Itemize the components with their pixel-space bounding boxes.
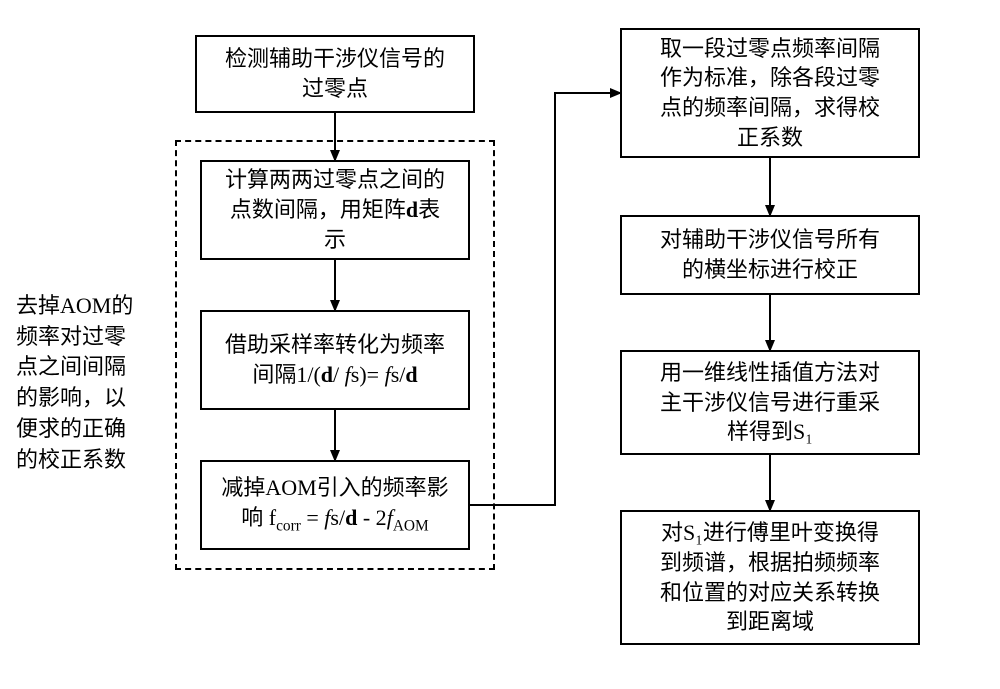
box-b1-text: 检测辅助干涉仪信号的过零点	[225, 44, 445, 103]
box-b2-text: 计算两两过零点之间的点数间隔，用矩阵d表示	[225, 165, 445, 254]
box-b3-text: 借助采样率转化为频率间隔1/(d/ fs)= fs/d	[225, 330, 445, 389]
box-r3-text: 用一维线性插值方法对主干涉仪信号进行重采样得到S₁	[660, 358, 880, 447]
box-resample: 用一维线性插值方法对主干涉仪信号进行重采样得到S₁	[620, 350, 920, 455]
box-calc-coeff: 取一段过零点频率间隔作为标准，除各段过零点的频率间隔，求得校正系数	[620, 28, 920, 158]
box-b4-text: 减掉AOM引入的频率影响 fcorr = fs/d - 2fAOM	[221, 473, 448, 537]
box-r2-text: 对辅助干涉仪信号所有的横坐标进行校正	[660, 225, 880, 284]
box-compute-interval: 计算两两过零点之间的点数间隔，用矩阵d表示	[200, 160, 470, 260]
box-fft-range: 对S₁进行傅里叶变换得到频谱，根据拍频频率和位置的对应关系转换到距离域	[620, 510, 920, 645]
box-correct-x: 对辅助干涉仪信号所有的横坐标进行校正	[620, 215, 920, 295]
box-subtract-aom: 减掉AOM引入的频率影响 fcorr = fs/d - 2fAOM	[200, 460, 470, 550]
box-r1-text: 取一段过零点频率间隔作为标准，除各段过零点的频率间隔，求得校正系数	[660, 34, 880, 153]
box-to-frequency: 借助采样率转化为频率间隔1/(d/ fs)= fs/d	[200, 310, 470, 410]
box-detect-zero-crossing: 检测辅助干涉仪信号的过零点	[195, 35, 475, 113]
side-annotation: 去掉AOM的频率对过零点之间间隔的影响，以便求的正确的校正系数	[16, 260, 166, 476]
box-r4-text: 对S₁进行傅里叶变换得到频谱，根据拍频频率和位置的对应关系转换到距离域	[660, 518, 880, 637]
side-annotation-text: 去掉AOM的频率对过零点之间间隔的影响，以便求的正确的校正系数	[16, 293, 133, 472]
